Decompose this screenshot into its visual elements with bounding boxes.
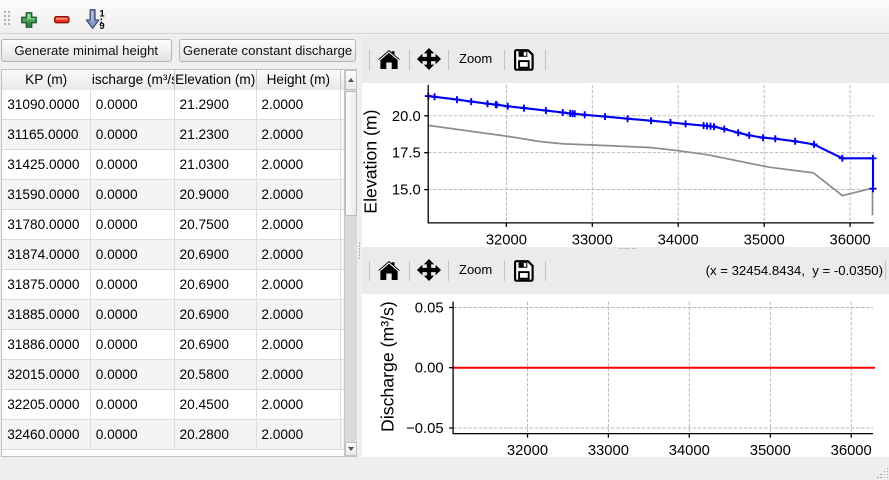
svg-text:17.5: 17.5 [392,145,421,161]
svg-text:36000: 36000 [831,443,872,457]
svg-text:0.00: 0.00 [415,361,444,377]
svg-text:15.0: 15.0 [392,182,421,198]
svg-text:36000: 36000 [830,232,871,248]
svg-text:34000: 34000 [658,232,699,248]
svg-text:9: 9 [99,21,104,30]
svg-text:33000: 33000 [572,232,613,248]
svg-text:−0.05: −0.05 [406,421,443,437]
svg-text:35000: 35000 [750,443,791,457]
svg-text:32000: 32000 [486,232,527,248]
svg-text:33000: 33000 [588,443,629,457]
svg-text:Elevation (m): Elevation (m) [362,109,381,213]
svg-text:Discharge (m³/s): Discharge (m³/s) [378,302,398,433]
svg-text:0.05: 0.05 [415,301,444,317]
svg-text:35000: 35000 [744,232,785,248]
svg-text:1: 1 [99,9,105,20]
svg-text:34000: 34000 [669,443,710,457]
svg-text:32000: 32000 [507,443,548,457]
svg-text:20.0: 20.0 [392,108,421,124]
